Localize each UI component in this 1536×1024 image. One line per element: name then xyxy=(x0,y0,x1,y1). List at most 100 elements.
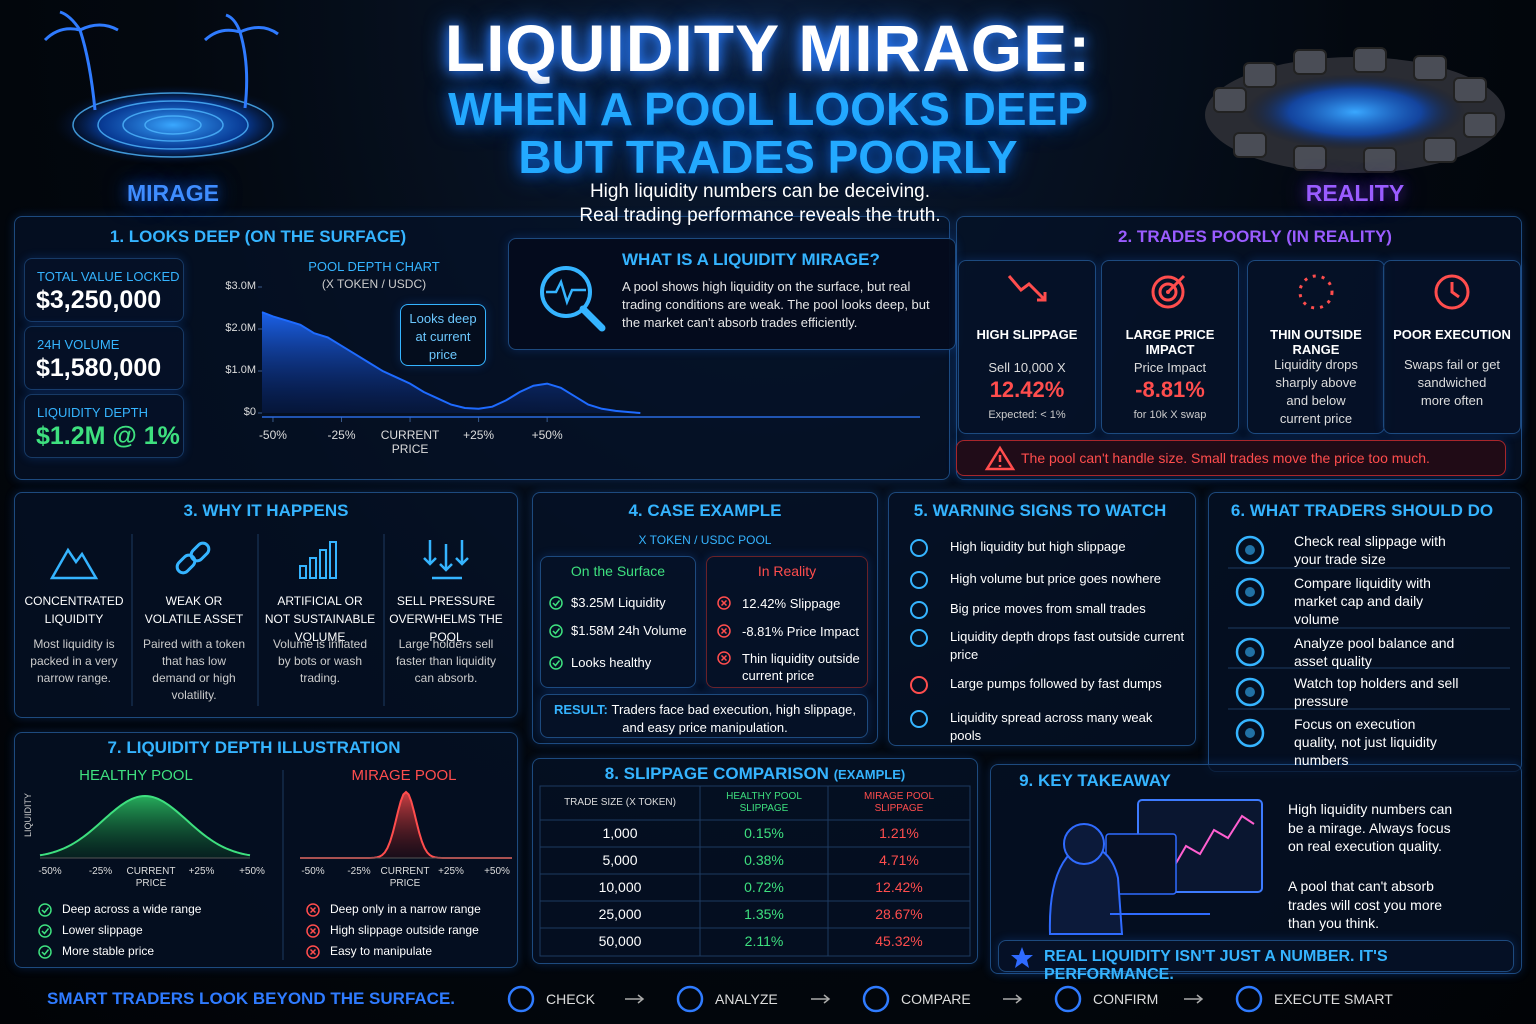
decoration xyxy=(1233,132,1267,158)
cross-icon xyxy=(717,651,731,665)
table-cell: 0.72% xyxy=(744,879,784,895)
subtitle: WHEN A POOL LOOKS DEEP xyxy=(448,83,1088,135)
stat-value: $1,580,000 xyxy=(36,354,162,382)
item-text: Large holders sell faster than liquidity… xyxy=(395,637,497,685)
step: CONFIRM xyxy=(1093,991,1159,1007)
warning-item: Liquidity spread across many weak pools xyxy=(950,710,1153,743)
banner-box xyxy=(998,940,1514,972)
result-box xyxy=(540,694,868,738)
panel-title: 6. WHAT TRADERS SHOULD DO xyxy=(1230,501,1494,520)
icon xyxy=(175,541,211,575)
illustration-curve xyxy=(39,794,251,857)
card-label: Price Impact xyxy=(1133,360,1207,375)
decoration xyxy=(1423,137,1457,163)
item-text: Most liquidity is packed in a very narro… xyxy=(30,637,118,685)
check-icon xyxy=(38,945,52,959)
table-cell: 1.35% xyxy=(744,906,784,922)
item-title: SELL PRESSURE OVERWHELMS THE POOL xyxy=(389,594,503,644)
icon xyxy=(540,266,606,332)
card-value: -8.81% xyxy=(1135,377,1205,402)
card-title: HIGH SLIPPAGE xyxy=(976,327,1078,342)
icon xyxy=(910,676,928,694)
check-icon xyxy=(549,624,563,638)
icon xyxy=(984,445,1016,471)
table-cell: 28.67% xyxy=(875,906,923,922)
point: More stable price xyxy=(62,944,155,958)
takeaway-text: High liquidity numbers can be a mirage. … xyxy=(1288,801,1453,854)
x-label: +25% xyxy=(188,866,215,877)
illustration-fill xyxy=(40,796,250,858)
icon xyxy=(1235,718,1265,748)
decoration xyxy=(97,100,249,150)
y-tick-label: $3.0M xyxy=(225,280,256,292)
icon xyxy=(423,540,469,580)
banner: REAL LIQUIDITY ISN'T JUST A NUMBER. IT'S… xyxy=(1044,948,1388,983)
icon xyxy=(910,629,928,647)
sub-title: In Reality xyxy=(757,563,817,579)
title: LIQUIDITY MIRAGE: xyxy=(444,11,1092,85)
check-icon xyxy=(549,596,563,610)
x-tick-label: CURRENT PRICE xyxy=(380,428,440,456)
body-text: A pool shows high liquidity on the surfa… xyxy=(622,279,930,330)
panel-title: 5. WARNING SIGNS TO WATCH xyxy=(913,501,1167,520)
decoration xyxy=(1293,145,1327,171)
icon xyxy=(299,541,337,579)
item-title: WEAK OR VOLATILE ASSET xyxy=(144,594,244,626)
check-icon xyxy=(549,656,563,670)
arrow xyxy=(811,994,831,1004)
decoration xyxy=(1213,87,1247,113)
icon xyxy=(910,710,928,728)
table-frame xyxy=(539,785,971,957)
todo-item: Check real slippage with your trade size xyxy=(1294,533,1446,567)
annotation: Looks deep at current price xyxy=(409,311,477,362)
icon xyxy=(1235,677,1265,707)
card-note: for 10k X swap xyxy=(1133,409,1207,421)
decoration xyxy=(1413,55,1447,81)
todo-item: Watch top holders and sell pressure xyxy=(1294,675,1459,709)
sub-title: HEALTHY POOL xyxy=(79,767,193,784)
sub-box xyxy=(706,556,868,688)
what-is-box xyxy=(508,238,956,350)
warning-bar xyxy=(956,440,1506,476)
panel xyxy=(888,492,1196,746)
decoration xyxy=(1453,77,1487,103)
icon xyxy=(862,985,890,1013)
slogan: SMART TRADERS LOOK BEYOND THE SURFACE. xyxy=(47,989,456,1008)
point: High slippage outside range xyxy=(330,923,479,937)
chart-subtitle: (X TOKEN / USDC) xyxy=(321,277,427,291)
table-cell: 5,000 xyxy=(602,852,638,868)
case-item: -8.81% Price Impact xyxy=(742,624,860,639)
step: EXECUTE SMART xyxy=(1274,991,1393,1007)
panel-title: 3. WHY IT HAPPENS xyxy=(183,501,349,520)
illustration-fill xyxy=(300,792,512,858)
result-label: RESULT: xyxy=(553,702,608,717)
stat-value: $1.2M @ 1% xyxy=(36,422,180,450)
result: RESULT: Traders face bad execution, high… xyxy=(550,701,860,737)
illustration xyxy=(1048,799,1263,935)
decoration xyxy=(72,92,274,158)
y-label: LIQUIDITY xyxy=(23,793,33,838)
card xyxy=(958,260,1096,434)
warning-item: Big price moves from small trades xyxy=(950,601,1146,616)
card-value: 12.42% xyxy=(989,377,1065,402)
point: Easy to manipulate xyxy=(330,944,433,958)
title-note: (EXAMPLE) xyxy=(833,767,906,782)
point: Deep only in a narrow range xyxy=(330,902,481,916)
icon xyxy=(910,601,928,619)
panel-title: 8. SLIPPAGE COMPARISON (EXAMPLE) xyxy=(545,764,965,784)
x-tick-label: -25% xyxy=(327,428,356,442)
title-main: 8. SLIPPAGE COMPARISON xyxy=(604,764,829,783)
stat-label: 24H VOLUME xyxy=(37,337,120,352)
sub-title: On the Surface xyxy=(570,563,666,579)
decoration xyxy=(1353,47,1387,73)
table-cell: 4.71% xyxy=(879,852,919,868)
item-text: Paired with a token that has low demand … xyxy=(142,637,246,702)
stat-box xyxy=(24,394,184,458)
stat-value: $3,250,000 xyxy=(36,286,162,314)
result-text: Traders face bad execution, high slippag… xyxy=(611,702,857,735)
icon xyxy=(507,985,535,1013)
y-tick-label: $1.0M xyxy=(225,364,256,376)
icon xyxy=(1011,947,1033,968)
icon xyxy=(1151,274,1186,309)
cross-icon xyxy=(717,624,731,638)
